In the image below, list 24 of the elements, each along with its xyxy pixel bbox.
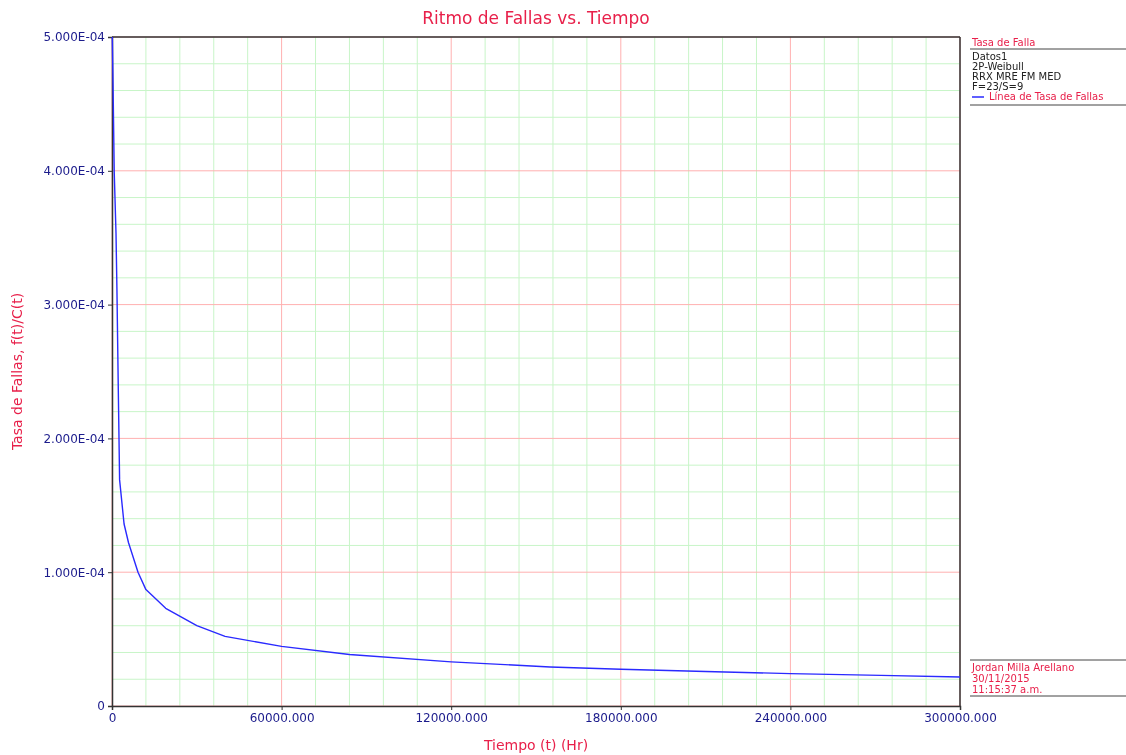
text: 11:15:37 a.m. [972,684,1043,695]
legend-label: Línea de Tasa de Fallas [989,91,1104,102]
legend-title: Tasa de Falla [971,37,1036,48]
x-tick-label: 240000.000 [754,710,828,725]
y-tick-label: 0 [97,699,105,714]
x-tick-label: 0 [108,710,117,725]
text: 2P-Weibull [972,61,1024,72]
text: Jordan Milla Arellano [971,662,1075,673]
y-tick-label: 1.000E-04 [43,565,105,580]
text: 30/11/2015 [972,673,1030,684]
y-tick-label: 2.000E-04 [43,431,105,446]
text: RRX MRE FM MED [972,71,1062,82]
x-tick-label: 300000.000 [924,710,997,725]
y-axis-title: Tasa de Fallas, f(t)/C(t) [9,292,25,452]
text: Datos1 [972,51,1008,62]
chart-title: Ritmo de Fallas vs. Tiempo [422,8,650,28]
y-tick-label: 4.000E-04 [43,164,105,179]
x-tick-label: 180000.000 [585,710,658,725]
x-tick-label: 60000.000 [249,710,315,725]
x-tick-label: 120000.000 [415,710,488,725]
x-axis-title: Tiempo (t) (Hr) [482,737,589,753]
y-tick-label: 3.000E-04 [43,297,105,312]
y-tick-label: 5.000E-04 [43,30,105,45]
text: F=23/S=9 [972,81,1024,92]
